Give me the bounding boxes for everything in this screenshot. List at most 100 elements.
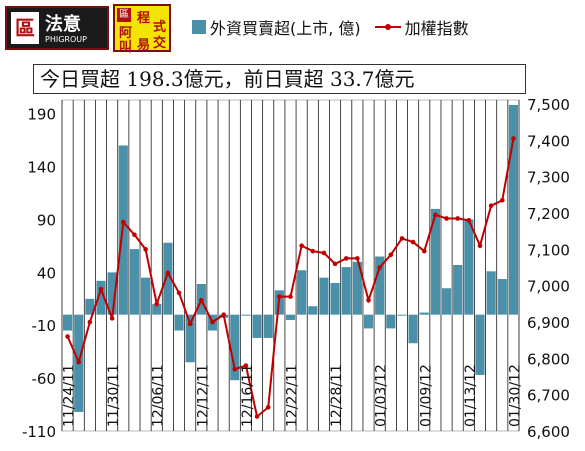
bar bbox=[285, 314, 296, 320]
bar bbox=[163, 242, 173, 315]
bar bbox=[453, 264, 463, 315]
index-point bbox=[433, 212, 438, 218]
bar bbox=[363, 314, 374, 329]
y-left-tick-label: -60 bbox=[32, 370, 57, 388]
logo-title: 法意 bbox=[45, 14, 81, 35]
y-right-tick-label: 7,000 bbox=[527, 278, 570, 296]
index-point bbox=[221, 312, 226, 318]
index-point bbox=[76, 359, 82, 365]
bar bbox=[430, 208, 440, 315]
index-point bbox=[254, 414, 260, 419]
index-point bbox=[121, 219, 126, 225]
y-right-tick-label: 6,600 bbox=[527, 423, 570, 441]
bar bbox=[85, 298, 95, 315]
x-tick-label: 12/16/11 bbox=[240, 364, 256, 427]
x-tick-label: 01/03/12 bbox=[374, 364, 390, 427]
logo2-mark: 區 bbox=[117, 8, 131, 22]
legend-line-swatch bbox=[374, 22, 401, 32]
index-point bbox=[455, 216, 460, 221]
legend-bar-swatch bbox=[192, 20, 206, 34]
bar bbox=[308, 306, 318, 315]
y-right-tick-label: 7,400 bbox=[527, 132, 570, 150]
x-tick-label: 11/30/11 bbox=[106, 364, 122, 427]
bar bbox=[241, 314, 251, 316]
index-point bbox=[377, 265, 382, 270]
phigroup-logo: 區 法意 PHIGROUP bbox=[5, 6, 109, 50]
index-point bbox=[366, 297, 371, 303]
index-point bbox=[187, 321, 193, 327]
index-point bbox=[232, 366, 238, 372]
index-point bbox=[154, 301, 160, 307]
bar bbox=[508, 104, 518, 315]
x-tick-label: 01/30/12 bbox=[507, 364, 523, 427]
y-right-tick-label: 6,900 bbox=[527, 314, 570, 332]
bar bbox=[497, 279, 507, 315]
index-point bbox=[321, 250, 327, 256]
x-tick-label: 12/28/11 bbox=[329, 364, 345, 427]
bar bbox=[464, 219, 474, 315]
bar bbox=[419, 312, 429, 315]
index-point bbox=[410, 239, 416, 245]
y-left-tick-label: -110 bbox=[22, 423, 56, 441]
bar bbox=[263, 314, 273, 338]
index-point bbox=[477, 243, 483, 248]
bar bbox=[107, 272, 117, 315]
index-point bbox=[499, 197, 505, 203]
bar bbox=[397, 314, 407, 316]
bar bbox=[375, 256, 385, 315]
index-point bbox=[299, 243, 304, 248]
index-point bbox=[98, 287, 104, 292]
logo2-char: 式 bbox=[153, 20, 167, 35]
x-tick-label: 12/06/11 bbox=[151, 364, 167, 427]
index-point bbox=[109, 316, 115, 321]
index-point bbox=[143, 247, 148, 252]
bar bbox=[230, 314, 240, 381]
bar bbox=[152, 304, 162, 315]
legend-line-label: 加權指數 bbox=[404, 19, 469, 38]
bar bbox=[319, 277, 329, 315]
index-point bbox=[332, 261, 338, 267]
legend-bar-label: 外資買賣超(上市, 億) bbox=[210, 19, 361, 38]
y-right-tick-label: 7,100 bbox=[527, 241, 570, 259]
index-point bbox=[511, 136, 516, 141]
y-left-tick-label: -10 bbox=[32, 317, 57, 335]
bar bbox=[475, 314, 485, 375]
logo-mark: 區 bbox=[11, 12, 39, 44]
x-tick-label: 11/24/11 bbox=[62, 364, 78, 427]
y-left-tick-label: 140 bbox=[27, 159, 56, 177]
index-point bbox=[444, 216, 449, 221]
program-trading-logo: 區 阿 程 式 叫 易 交 bbox=[113, 4, 171, 55]
index-point bbox=[388, 252, 394, 258]
index-point bbox=[176, 290, 182, 296]
bar bbox=[252, 314, 262, 338]
bar bbox=[63, 314, 73, 331]
y-right-tick-label: 7,200 bbox=[527, 205, 570, 223]
bar bbox=[386, 314, 396, 329]
bar bbox=[352, 261, 362, 315]
index-point bbox=[488, 203, 494, 209]
headline-summary: 今日買超 198.3億元，前日買超 33.7億元 bbox=[33, 64, 526, 94]
y-left-tick-label: 40 bbox=[37, 264, 56, 282]
index-point bbox=[210, 319, 215, 325]
index-point bbox=[310, 248, 316, 254]
bar bbox=[297, 270, 307, 315]
y-left-tick-label: 190 bbox=[27, 106, 56, 124]
logo2-char: 易 bbox=[137, 38, 151, 53]
bar bbox=[185, 314, 195, 363]
bar bbox=[341, 267, 351, 315]
index-point bbox=[132, 232, 137, 238]
x-tick-label: 12/22/11 bbox=[285, 364, 301, 427]
index-point bbox=[165, 270, 171, 276]
bar bbox=[330, 282, 340, 315]
x-tick-label: 12/12/11 bbox=[195, 364, 211, 427]
bar bbox=[129, 249, 140, 315]
bar bbox=[174, 314, 184, 331]
index-point bbox=[288, 294, 293, 299]
y-right-tick-label: 7,500 bbox=[527, 96, 570, 114]
y-right-tick-label: 6,800 bbox=[527, 350, 570, 368]
index-point bbox=[355, 256, 360, 261]
y-left-tick-label: 90 bbox=[37, 211, 56, 229]
x-tick-label: 01/09/12 bbox=[418, 364, 434, 427]
index-point bbox=[421, 248, 427, 254]
